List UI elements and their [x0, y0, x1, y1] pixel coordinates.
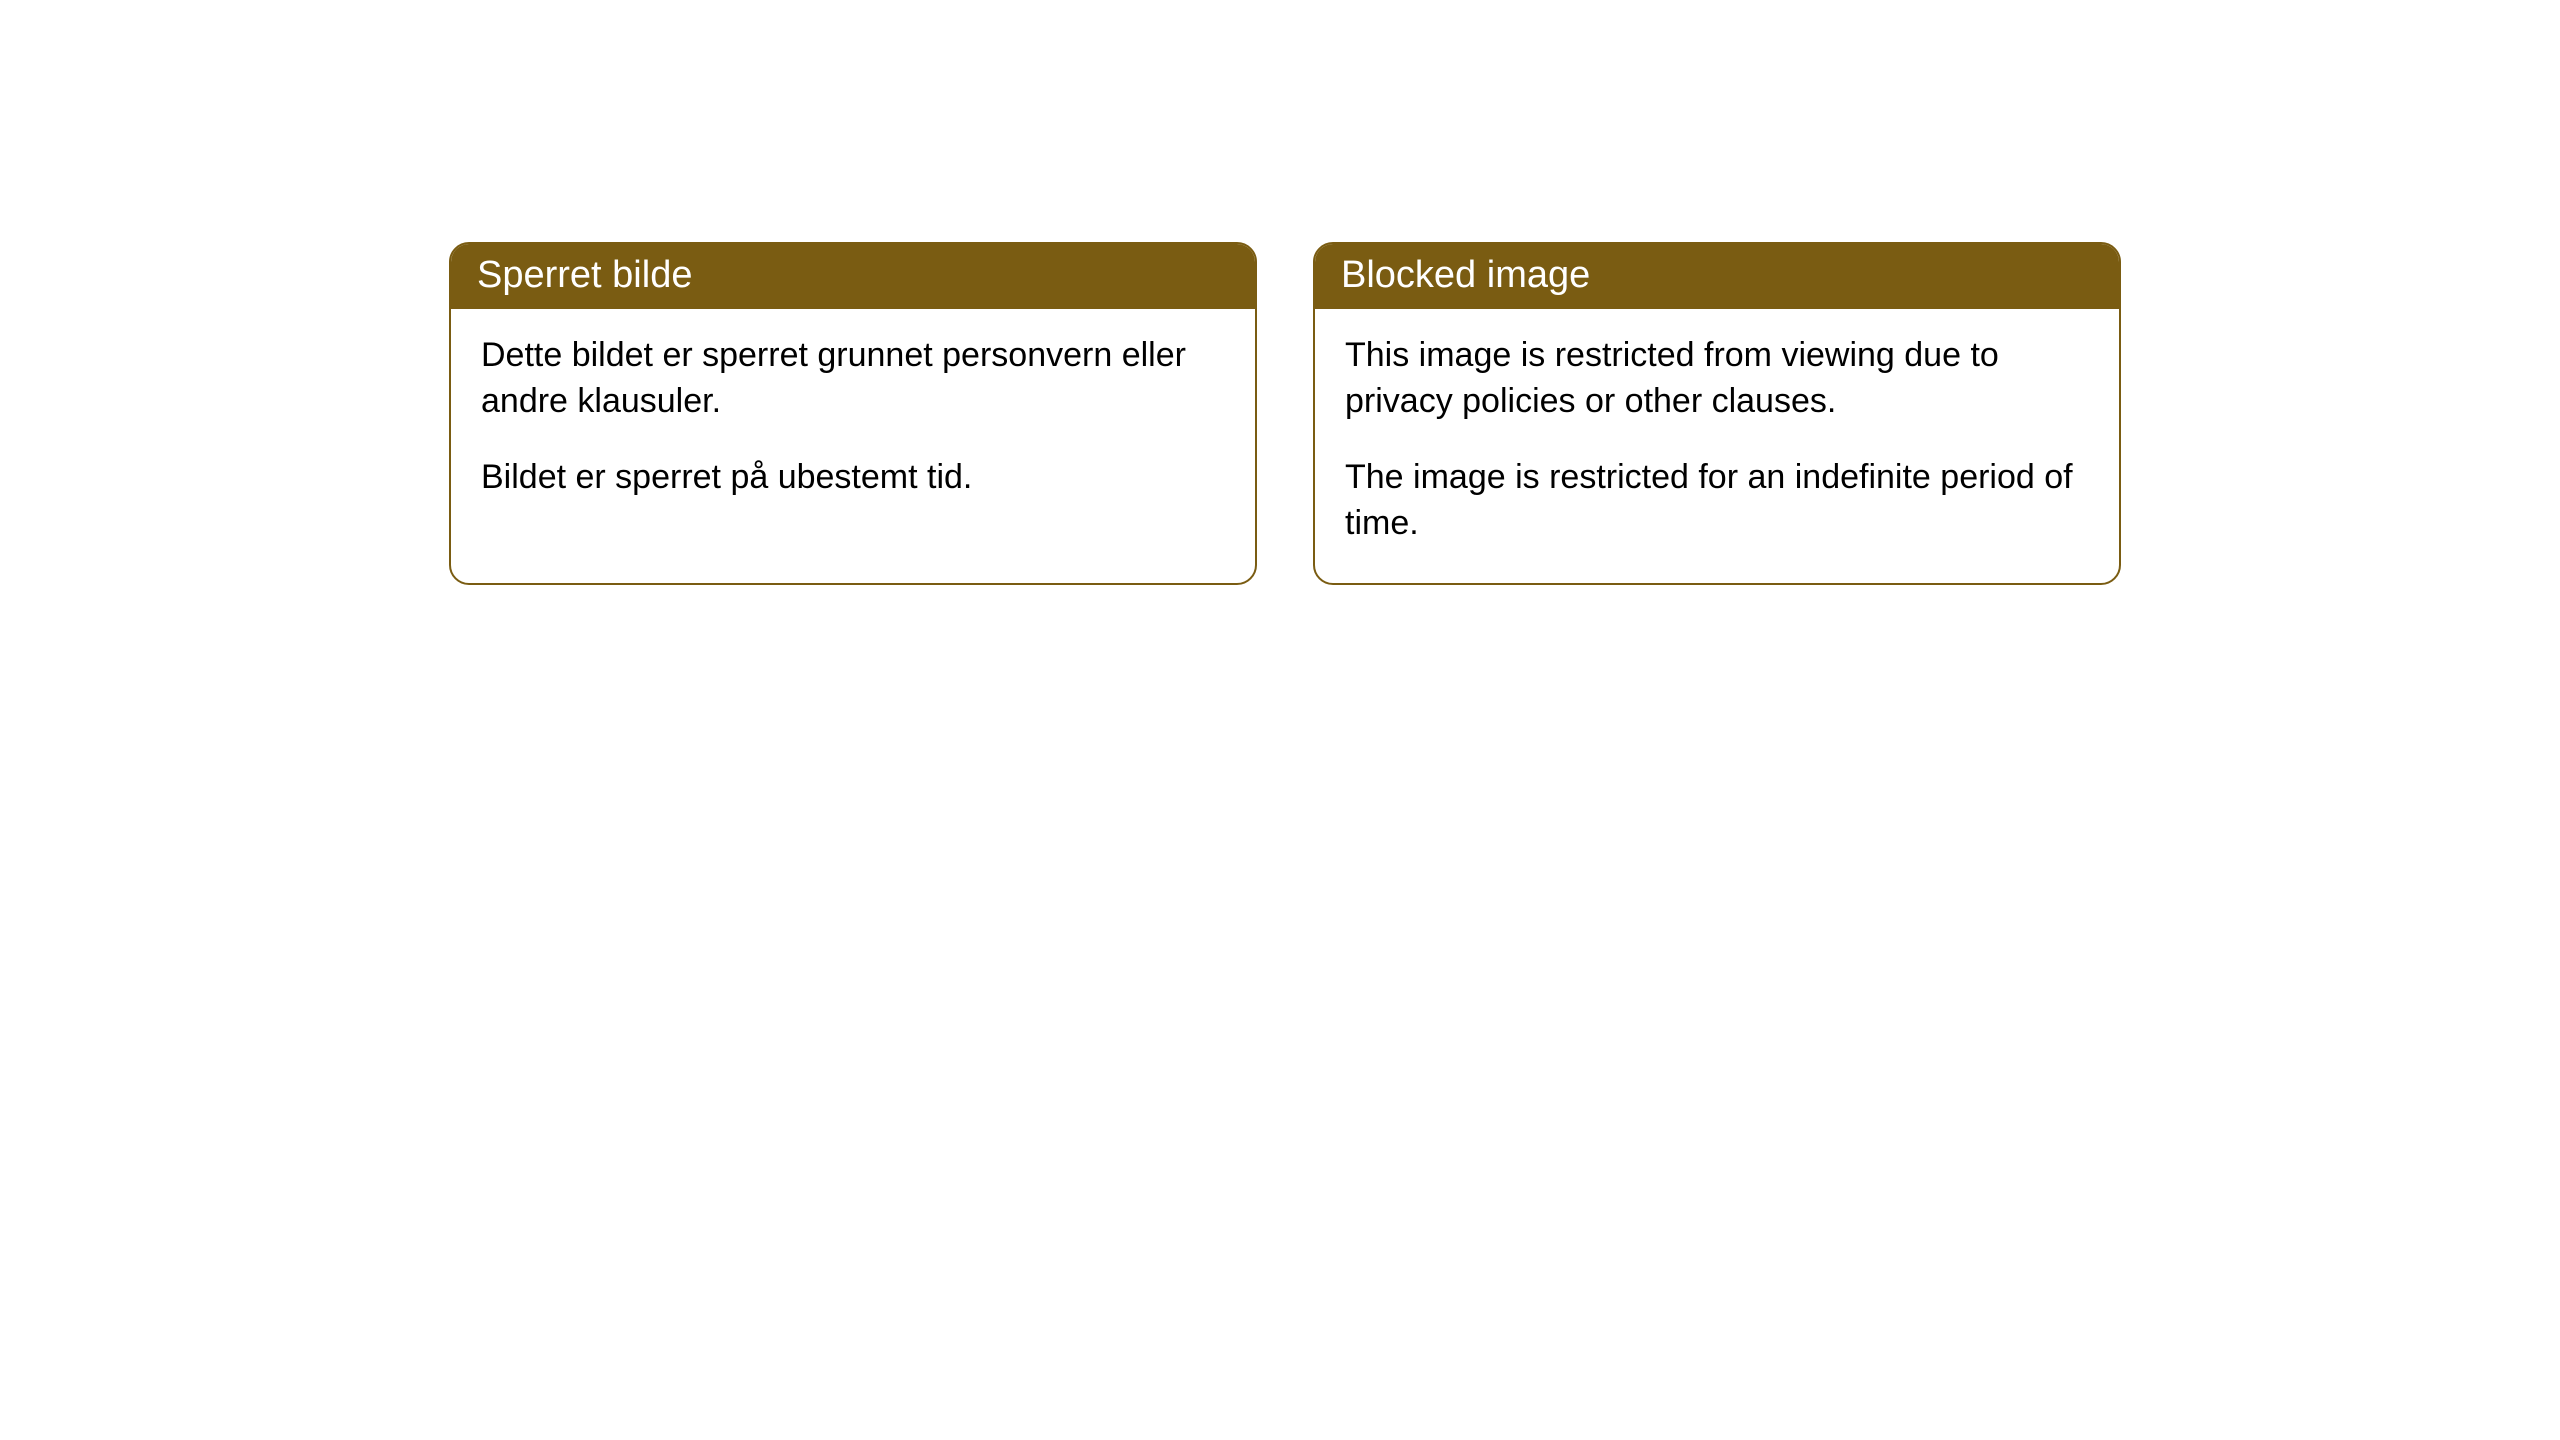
- card-paragraph: Dette bildet er sperret grunnet personve…: [481, 333, 1225, 425]
- card-paragraph: This image is restricted from viewing du…: [1345, 333, 2089, 425]
- notice-card-norwegian: Sperret bilde Dette bildet er sperret gr…: [449, 242, 1257, 585]
- card-paragraph: The image is restricted for an indefinit…: [1345, 455, 2089, 547]
- card-body: This image is restricted from viewing du…: [1315, 309, 2119, 583]
- card-header: Blocked image: [1315, 244, 2119, 309]
- notice-cards-container: Sperret bilde Dette bildet er sperret gr…: [449, 242, 2121, 585]
- card-body: Dette bildet er sperret grunnet personve…: [451, 309, 1255, 537]
- card-title: Sperret bilde: [477, 254, 692, 296]
- card-title: Blocked image: [1341, 254, 1590, 296]
- notice-card-english: Blocked image This image is restricted f…: [1313, 242, 2121, 585]
- card-paragraph: Bildet er sperret på ubestemt tid.: [481, 455, 1225, 501]
- card-header: Sperret bilde: [451, 244, 1255, 309]
